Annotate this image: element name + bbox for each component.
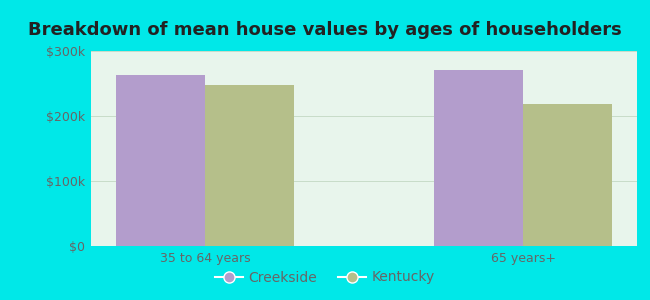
Bar [205,85,294,246]
Text: Breakdown of mean house values by ages of householders: Breakdown of mean house values by ages o… [28,21,622,39]
Bar [434,70,523,246]
Bar [523,104,612,246]
Legend: Creekside, Kentucky: Creekside, Kentucky [210,265,440,290]
Bar [116,75,205,246]
